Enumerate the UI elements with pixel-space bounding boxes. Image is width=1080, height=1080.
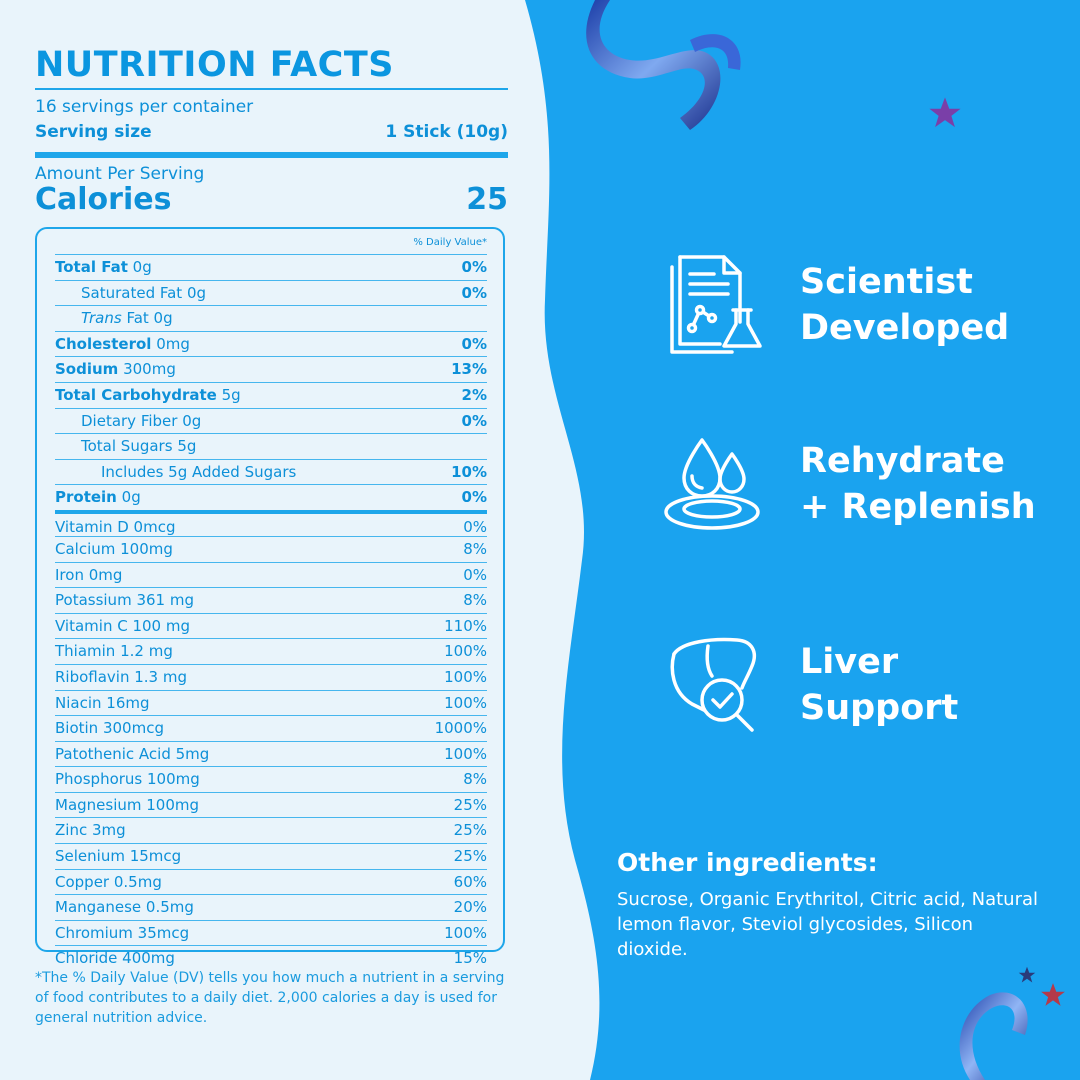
amount-per-serving: Amount Per Serving xyxy=(35,164,205,184)
feature-title-line2: Support xyxy=(800,688,959,728)
vitamin-row: Potassium 361 mg 8% xyxy=(55,587,487,613)
vitamin-row: Niacin 16mg 100% xyxy=(55,689,487,716)
daily-value-footnote: *The % Daily Value (DV) tells you how mu… xyxy=(35,970,505,1026)
nutrient-row: Total Sugars 5g xyxy=(55,433,487,459)
feature-title-line2: + Replenish xyxy=(800,487,1036,527)
feature-title-line2: Developed xyxy=(800,307,1010,348)
nutrient-row: Sodium 300mg 13% xyxy=(55,356,487,382)
servings-per-container: 16 servings per container xyxy=(35,97,254,117)
feature-rehydrate-replenish: Rehydrate + Replenish xyxy=(662,436,1050,532)
vitamin-row: Zinc 3mg 25% xyxy=(55,817,487,843)
calories-value: 25 xyxy=(466,182,508,217)
vitamin-row: Patothenic Acid 5mg 100% xyxy=(55,740,487,767)
vitamin-row: Chloride 400mg 15% xyxy=(55,945,487,971)
vitamin-row: Vitamin C 100 mg 110% xyxy=(55,612,487,639)
vitamin-row: Riboflavin 1.3 mg 100% xyxy=(55,663,487,690)
star-decoration xyxy=(1018,966,1036,983)
other-ingredients-text: Sucrose, Organic Erythritol, Citric acid… xyxy=(617,889,1039,960)
vitamin-row: Biotin 300mcg 1000% xyxy=(55,715,487,741)
nutrient-row: Includes 5g Added Sugars 10% xyxy=(55,458,487,485)
star-decoration xyxy=(1041,983,1065,1006)
liver-check-icon xyxy=(670,637,757,732)
nutrient-row: Total Fat 0g 0% xyxy=(55,254,487,280)
title-divider xyxy=(35,88,508,90)
serving-size-value: 1 Stick (10g) xyxy=(385,122,508,142)
nutrition-facts-panel: NUTRITION FACTS 16 servings per containe… xyxy=(35,45,508,1026)
nutrient-table: % Daily Value* Total Fat 0g 0% Saturated… xyxy=(35,227,505,967)
daily-value-header: % Daily Value* xyxy=(413,237,487,248)
water-drops-icon xyxy=(664,438,760,530)
feature-title-line1: Scientist xyxy=(800,261,973,302)
page-title: NUTRITION FACTS xyxy=(35,45,394,85)
nutrient-row: Saturated Fat 0g 0% xyxy=(55,279,487,306)
feature-title-line1: Liver xyxy=(800,642,899,682)
nutrient-row: Protein 0g 0% xyxy=(55,484,487,510)
calories-row: Calories 25 xyxy=(35,182,508,217)
vitamin-row: Chromium 35mcg 100% xyxy=(55,919,487,946)
serving-divider xyxy=(35,152,508,158)
vitamin-row: Calcium 100mg 8% xyxy=(55,535,487,562)
feature-liver-support: Liver Support xyxy=(662,634,1050,736)
other-ingredients: Other ingredients: Sucrose, Organic Eryt… xyxy=(617,848,1047,962)
vitamin-row: Iron 0mg 0% xyxy=(55,561,487,588)
serving-size-row: Serving size 1 Stick (10g) xyxy=(35,122,508,142)
star-decoration xyxy=(929,97,961,128)
vitamin-row: Magnesium 100mg 25% xyxy=(55,791,487,818)
calories-label: Calories xyxy=(35,182,172,217)
nutrient-row: Total Carbohydrate 5g 2% xyxy=(55,381,487,408)
feature-title-line1: Rehydrate xyxy=(800,441,1005,481)
vitamin-row: Selenium 15mcg 25% xyxy=(55,843,487,869)
feature-scientist-developed: Scientist Developed xyxy=(662,252,1050,357)
nutrient-row: Trans Fat 0g xyxy=(55,305,487,331)
vitamin-row: Thiamin 1.2 mg 100% xyxy=(55,638,487,664)
vitamin-row: Copper 0.5mg 60% xyxy=(55,868,487,895)
vitamin-row: Vitamin D 0mcg 0% xyxy=(55,509,487,536)
ribbon-bottom-decoration xyxy=(959,992,1028,1080)
vitamin-row: Manganese 0.5mg 20% xyxy=(55,894,487,920)
ribbon-top-decoration xyxy=(586,0,741,130)
nutrient-row: Cholesterol 0mg 0% xyxy=(55,330,487,357)
lab-document-icon xyxy=(670,255,762,354)
other-ingredients-heading: Other ingredients: xyxy=(617,848,878,877)
nutrient-row: Dietary Fiber 0g 0% xyxy=(55,407,487,434)
vitamin-row: Phosphorus 100mg 8% xyxy=(55,766,487,792)
serving-size-label: Serving size xyxy=(35,122,152,142)
